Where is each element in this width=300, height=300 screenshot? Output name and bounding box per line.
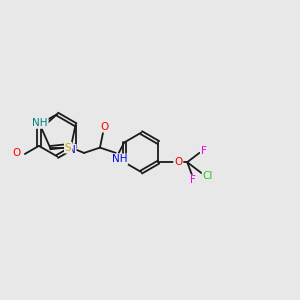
Text: S: S: [65, 142, 71, 153]
Text: NH: NH: [112, 154, 127, 164]
Text: N: N: [68, 145, 76, 155]
Text: O: O: [101, 122, 109, 132]
Text: Cl: Cl: [202, 171, 213, 181]
Text: O: O: [13, 148, 21, 158]
Text: O: O: [174, 157, 182, 166]
Text: F: F: [201, 146, 207, 156]
Text: NH: NH: [32, 118, 48, 128]
Text: F: F: [190, 176, 195, 185]
